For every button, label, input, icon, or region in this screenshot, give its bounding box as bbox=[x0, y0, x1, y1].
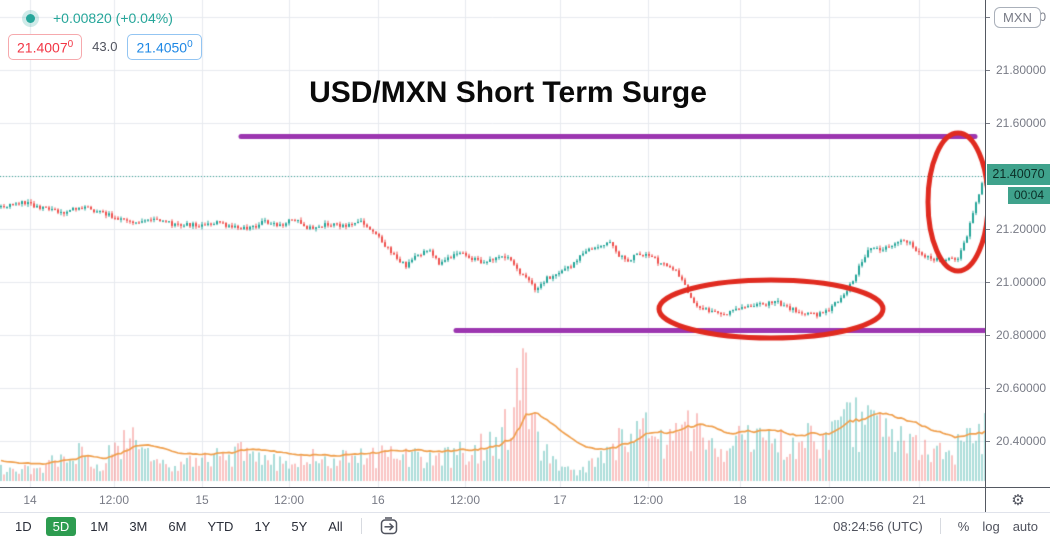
range-button-all[interactable]: All bbox=[328, 518, 343, 534]
price-tick-label: 21.80000 bbox=[986, 62, 1046, 78]
range-button-3m[interactable]: 3M bbox=[129, 518, 148, 534]
ask-price-button[interactable]: 21.40500 bbox=[127, 34, 202, 60]
last-price-label: 21.40070 bbox=[987, 164, 1050, 185]
chart-title-annotation: USD/MXN Short Term Surge bbox=[309, 76, 707, 109]
range-button-1d[interactable]: 1D bbox=[15, 518, 32, 534]
time-tick-label: 17 bbox=[553, 493, 567, 507]
price-tick-label: 20.40000 bbox=[986, 433, 1046, 449]
price-tick-label: 21.20000 bbox=[986, 221, 1046, 237]
legend-quote-row: 21.40070 43.0 21.40500 bbox=[8, 34, 202, 60]
price-axis[interactable]: 20.40000 20.60000 20.80000 21.00000 21.20000… bbox=[985, 0, 1050, 487]
time-tick-label: 12:00 bbox=[273, 493, 305, 507]
time-tick-label: 12:00 bbox=[813, 493, 845, 507]
ask-price-sup: 0 bbox=[187, 39, 193, 50]
time-tick-label: 16 bbox=[371, 493, 385, 507]
price-chart-canvas[interactable] bbox=[0, 0, 985, 487]
time-axis[interactable]: 14 12:00 15 12:00 16 12:00 17 12:00 18 12:00 21 bbox=[0, 487, 985, 512]
toolbar-divider bbox=[360, 518, 362, 534]
legend-change-row: +0.00820 (+0.04%) bbox=[8, 6, 202, 30]
go-to-date-icon[interactable] bbox=[379, 516, 401, 536]
legend: +0.00820 (+0.04%) 21.40070 43.0 21.40500 bbox=[8, 6, 202, 60]
toolbar-divider bbox=[939, 518, 941, 534]
time-tick-label: 14 bbox=[23, 493, 37, 507]
axis-settings-corner: ⚙ bbox=[985, 487, 1050, 512]
price-change-text: +0.00820 (+0.04%) bbox=[53, 10, 173, 26]
range-button-6m[interactable]: 6M bbox=[168, 518, 187, 534]
currency-badge[interactable]: MXN bbox=[994, 7, 1041, 28]
ask-price-main: 21.4050 bbox=[136, 39, 188, 56]
range-button-5d[interactable]: 5D bbox=[45, 516, 77, 536]
range-selector: 1D 5D 1M 3M 6M YTD 1Y 5Y All bbox=[0, 516, 401, 536]
time-tick-label: 21 bbox=[912, 493, 926, 507]
range-button-1m[interactable]: 1M bbox=[90, 518, 109, 534]
auto-scale-button[interactable]: auto bbox=[1012, 518, 1038, 534]
spread-value: 43.0 bbox=[92, 39, 118, 55]
time-tick-label: 12:00 bbox=[632, 493, 664, 507]
log-scale-button[interactable]: log bbox=[982, 518, 1000, 534]
time-tick-label: 18 bbox=[733, 493, 747, 507]
bottom-toolbar: 1D 5D 1M 3M 6M YTD 1Y 5Y All 08:24:56 (UTC) % log… bbox=[0, 512, 1050, 539]
price-tick-label: 21.60000 bbox=[986, 115, 1046, 131]
bid-price-main: 21.4007 bbox=[17, 39, 68, 56]
time-tick-label: 15 bbox=[195, 493, 209, 507]
range-button-ytd[interactable]: YTD bbox=[207, 518, 234, 534]
range-button-5y[interactable]: 5Y bbox=[291, 518, 308, 534]
market-status-icon bbox=[26, 13, 35, 23]
bar-countdown-label: 00:04 bbox=[1008, 187, 1050, 204]
time-tick-label: 12:00 bbox=[98, 493, 130, 507]
server-clock[interactable]: 08:24:56 (UTC) bbox=[833, 518, 923, 534]
price-tick-label: 20.80000 bbox=[986, 327, 1046, 343]
scale-controls: 08:24:56 (UTC) % log auto bbox=[833, 518, 1050, 534]
bid-price-sup: 0 bbox=[67, 39, 74, 50]
range-button-1y[interactable]: 1Y bbox=[254, 518, 271, 534]
chart-settings-gear-icon[interactable]: ⚙ bbox=[1011, 491, 1025, 509]
price-tick-label: 21.00000 bbox=[986, 274, 1046, 290]
time-tick-label: 12:00 bbox=[449, 493, 481, 507]
price-tick-label: 20.60000 bbox=[986, 380, 1046, 396]
bid-price-button[interactable]: 21.40070 bbox=[8, 34, 83, 60]
percent-scale-button[interactable]: % bbox=[957, 518, 970, 534]
